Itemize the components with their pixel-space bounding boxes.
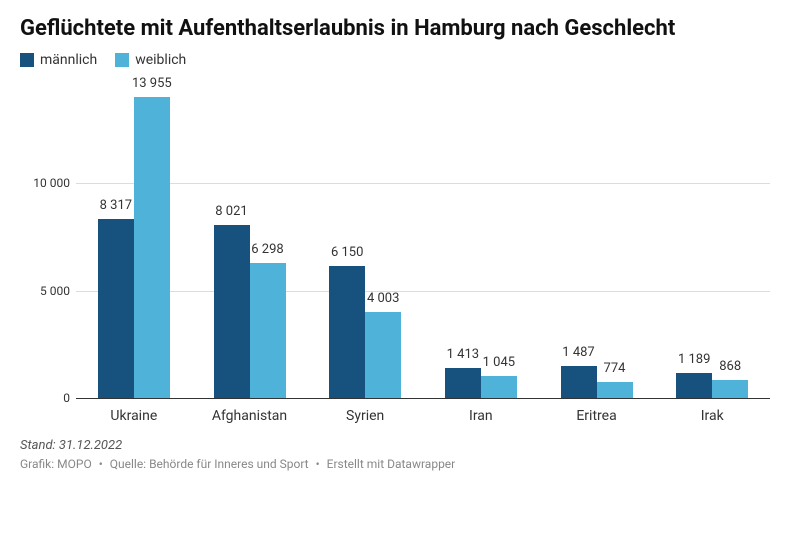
bar-value-label: 6 298 [251, 242, 283, 257]
legend-item-female: weiblich [115, 52, 186, 68]
bar-value-label: 1 413 [447, 347, 479, 362]
credit-sep: • [316, 457, 320, 471]
bar: 13 955 [134, 97, 170, 398]
footer-stand: Stand: 31.12.2022 [20, 438, 780, 453]
footer-credits: Grafik: MOPO • Quelle: Behörde für Inner… [20, 457, 780, 471]
legend-swatch-female [115, 53, 129, 67]
bar-value-label: 13 955 [132, 76, 172, 91]
chart-footer: Stand: 31.12.2022 Grafik: MOPO • Quelle:… [20, 438, 780, 471]
bar-pair: 1 4131 045 [445, 368, 517, 398]
bar-value-label: 1 487 [562, 345, 594, 360]
bar: 8 021 [214, 225, 250, 398]
x-axis-label: Iran [423, 402, 539, 426]
bar-value-label: 8 317 [100, 198, 132, 213]
y-axis-label: 0 [20, 391, 70, 405]
bar-value-label: 868 [719, 359, 741, 374]
x-axis-labels: UkraineAfghanistanSyrienIranEritreaIrak [76, 402, 770, 426]
bar: 1 045 [481, 376, 517, 399]
y-axis-label: 10 000 [20, 176, 70, 190]
bar-pair: 6 1504 003 [329, 266, 401, 399]
bar-pair: 1 487774 [561, 366, 633, 398]
bar: 1 189 [676, 373, 712, 399]
bar-value-label: 4 003 [367, 291, 399, 306]
legend: männlich weiblich [20, 52, 780, 68]
bar-group: 1 189868 [654, 96, 770, 398]
bar-pair: 8 31713 955 [98, 97, 170, 398]
credit-part: Quelle: Behörde für Inneres und Sport [110, 457, 309, 471]
grid-line [76, 398, 770, 399]
bar-group: 8 31713 955 [76, 96, 192, 398]
x-axis-label: Syrien [307, 402, 423, 426]
bar-value-label: 8 021 [215, 204, 247, 219]
bar-value-label: 774 [604, 361, 626, 376]
bar: 6 150 [329, 266, 365, 399]
y-axis-label: 5 000 [20, 284, 70, 298]
bar: 6 298 [250, 263, 286, 399]
credit-part: Grafik: MOPO [20, 457, 92, 471]
bar-value-label: 6 150 [331, 245, 363, 260]
legend-label-male: männlich [40, 52, 97, 68]
legend-item-male: männlich [20, 52, 97, 68]
bar: 4 003 [365, 312, 401, 398]
bar-group: 1 4131 045 [423, 96, 539, 398]
bar-group: 6 1504 003 [307, 96, 423, 398]
x-axis-label: Eritrea [539, 402, 655, 426]
bar-value-label: 1 045 [483, 355, 515, 370]
bar: 868 [712, 380, 748, 399]
bar: 1 413 [445, 368, 481, 398]
bar: 1 487 [561, 366, 597, 398]
legend-label-female: weiblich [135, 52, 186, 68]
plot-area: 05 00010 0008 31713 9558 0216 2986 1504 … [76, 96, 770, 398]
legend-swatch-male [20, 53, 34, 67]
bar: 8 317 [98, 219, 134, 398]
chart-title: Geflüchtete mit Aufenthaltserlaubnis in … [20, 16, 780, 42]
bar-pair: 1 189868 [676, 373, 748, 399]
bar: 774 [597, 382, 633, 399]
bar-group: 1 487774 [539, 96, 655, 398]
x-axis-label: Afghanistan [192, 402, 308, 426]
x-axis-label: Irak [654, 402, 770, 426]
bar-groups: 8 31713 9558 0216 2986 1504 0031 4131 04… [76, 96, 770, 398]
bar-value-label: 1 189 [678, 352, 710, 367]
bar-group: 8 0216 298 [192, 96, 308, 398]
x-axis-label: Ukraine [76, 402, 192, 426]
bar-chart: 05 00010 0008 31713 9558 0216 2986 1504 … [20, 96, 780, 426]
credit-sep: • [99, 457, 103, 471]
credit-part: Erstellt mit Datawrapper [327, 457, 456, 471]
bar-pair: 8 0216 298 [214, 225, 286, 398]
